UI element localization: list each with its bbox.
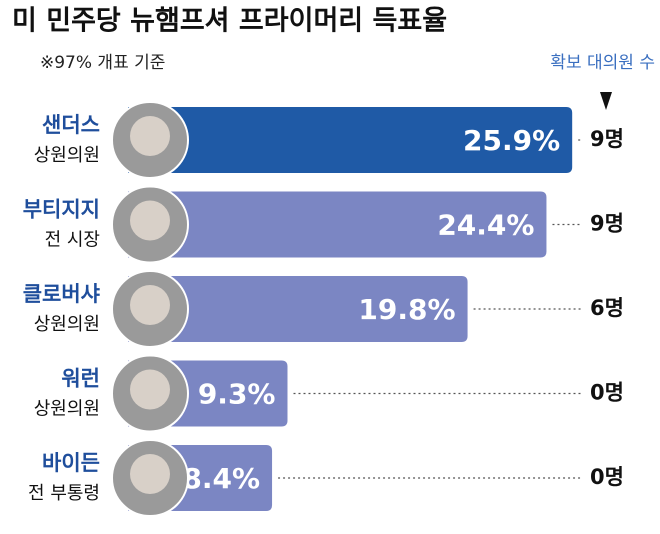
value-label: 24.4% <box>437 209 534 242</box>
delegate-header: 확보 대의원 수 <box>550 53 655 73</box>
bar <box>128 191 547 258</box>
value-label: 9.3% <box>198 378 276 411</box>
chart-title: 미 민주당 뉴햄프셔 프라이머리 득표율 <box>12 6 447 37</box>
portrait-face <box>130 116 170 156</box>
bar <box>128 107 573 173</box>
candidate-name: 클로버샤 <box>23 282 101 306</box>
candidate-name: 샌더스 <box>42 113 100 137</box>
candidate-name: 부티지지 <box>23 198 100 222</box>
candidate-name: 바이든 <box>42 451 100 475</box>
portrait-face <box>130 285 170 325</box>
delegate-count: 0명 <box>590 465 624 489</box>
delegate-count: 9명 <box>590 212 624 236</box>
value-label: 25.9% <box>463 124 560 157</box>
candidate-role: 전 시장 <box>45 230 100 251</box>
value-label: 19.8% <box>358 293 455 326</box>
candidate-role: 상원의원 <box>34 145 100 166</box>
candidate-role: 전 부통령 <box>28 483 100 504</box>
portrait-face <box>130 454 170 494</box>
candidate-role: 상원의원 <box>34 314 100 335</box>
candidate-role: 상원의원 <box>34 399 100 420</box>
delegate-count: 6명 <box>590 296 624 320</box>
bar <box>128 276 468 342</box>
chart-subtitle: ※97% 개표 기준 <box>40 53 165 73</box>
delegate-count: 0명 <box>590 381 624 405</box>
portrait-face <box>130 369 170 410</box>
header-arrow <box>600 92 612 110</box>
portrait-face <box>130 200 170 241</box>
value-label: 8.4% <box>182 462 260 495</box>
delegate-count: 9명 <box>590 127 624 151</box>
candidate-name: 워런 <box>61 367 100 391</box>
